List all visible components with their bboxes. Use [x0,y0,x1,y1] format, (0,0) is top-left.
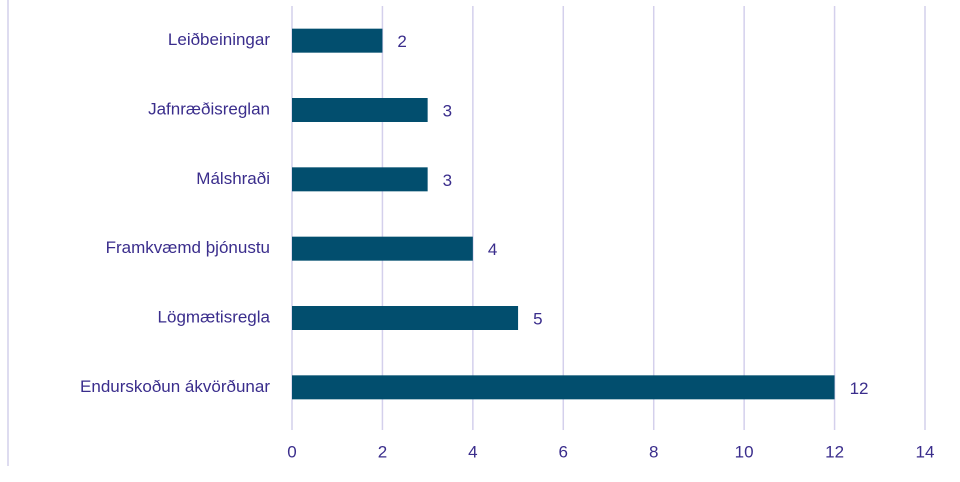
y-tick-label: Framkvæmd þjónustu [106,238,270,257]
data-label: 4 [488,240,497,259]
data-label: 2 [397,32,406,51]
x-tick-label: 10 [735,442,754,461]
x-tick-label: 2 [378,442,387,461]
x-tick-label: 8 [649,442,658,461]
bar [292,236,473,261]
x-tick-label: 12 [825,442,844,461]
y-tick-label: Málshraði [196,169,270,188]
y-tick-label: Lögmætisregla [158,307,271,326]
x-tick-label: 4 [468,442,477,461]
y-tick-label: Jafnræðisreglan [148,99,270,118]
x-tick-label: 0 [287,442,296,461]
y-tick-label: Endurskoðun ákvörðunar [80,377,270,396]
data-label: 3 [443,101,452,120]
bar [292,375,835,400]
data-label: 5 [533,309,542,328]
data-label: 3 [443,171,452,190]
x-tick-label: 14 [916,442,935,461]
bar [292,98,428,122]
bar [292,306,519,330]
x-tick-label: 6 [559,442,568,461]
y-tick-label: Leiðbeiningar [168,30,270,49]
data-label: 12 [850,379,869,398]
bar [292,167,428,192]
bar [292,28,383,53]
